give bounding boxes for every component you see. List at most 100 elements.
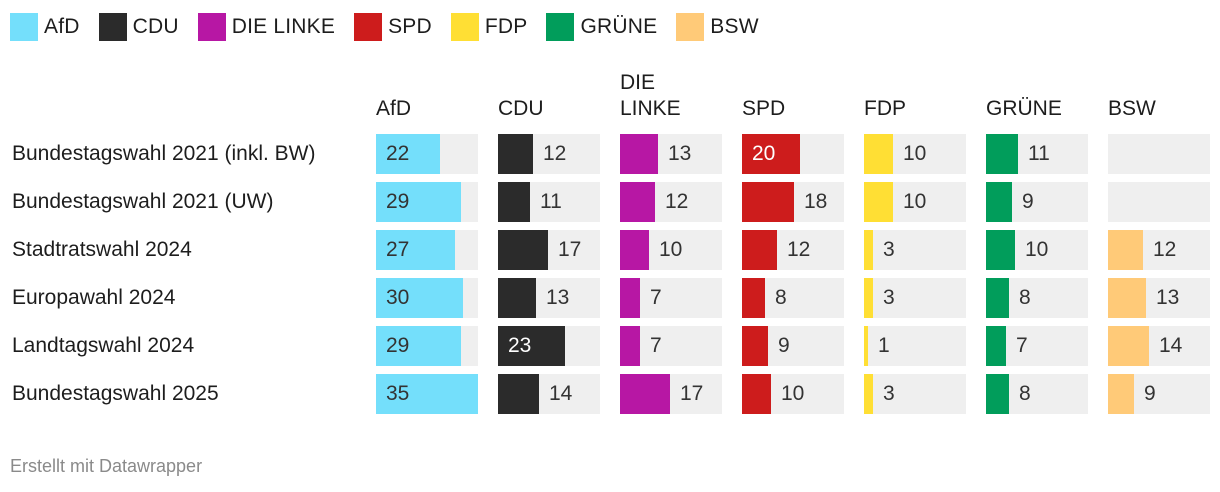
column-header-spd: SPD [742, 97, 786, 120]
value-label-afd: 30 [386, 286, 410, 309]
legend-swatch-cdu [98, 13, 127, 41]
cell-spd: 12 [742, 230, 844, 270]
bar-fdp [864, 326, 868, 366]
value-label-spd: 18 [804, 190, 828, 213]
column-header-fdp: FDP [864, 97, 906, 120]
bar-cdu [498, 134, 533, 174]
bar-linke [620, 134, 658, 174]
cell-cdu: 13 [498, 278, 600, 318]
cell-bsw [1108, 182, 1210, 222]
bar-cdu [498, 374, 539, 414]
legend-label-gruene: GRÜNE [580, 15, 658, 38]
value-label-linke: 7 [650, 286, 662, 309]
cell-bsw: 13 [1108, 278, 1210, 318]
cell-bsw [1108, 134, 1210, 174]
value-label-fdp: 3 [883, 382, 895, 405]
cell-cdu: 14 [498, 374, 600, 414]
legend-item-cdu: CDU [98, 13, 179, 41]
bar-bsw [1108, 230, 1143, 270]
value-label-cdu: 14 [549, 382, 573, 405]
bar-gruene [986, 134, 1018, 174]
legend-swatch-spd [354, 13, 383, 41]
cell-afd: 29 [376, 182, 478, 222]
value-label-linke: 17 [680, 382, 704, 405]
cell-linke: 12 [620, 182, 722, 222]
bar-spd [742, 374, 771, 414]
bar-spd [742, 134, 800, 174]
legend-item-fdp: FDP [450, 13, 528, 41]
bar-gruene [986, 374, 1009, 414]
bar-afd [376, 134, 440, 174]
value-label-gruene: 10 [1025, 238, 1049, 261]
value-label-gruene: 11 [1028, 142, 1050, 165]
column-header-afd: AfD [376, 97, 412, 120]
cell-fdp: 10 [864, 134, 966, 174]
bar-afd [376, 278, 463, 318]
row-label: Landtagswahl 2024 [12, 334, 195, 357]
row-label: Bundestagswahl 2021 (inkl. BW) [12, 142, 316, 165]
cell-bsw: 9 [1108, 374, 1210, 414]
cell-linke: 10 [620, 230, 722, 270]
legend-label-cdu: CDU [132, 15, 179, 38]
footer-credit: Erstellt mit Datawrapper [10, 456, 203, 476]
bar-bsw [1108, 326, 1149, 366]
legend-label-spd: SPD [388, 15, 432, 38]
bar-fdp [864, 134, 893, 174]
value-label-cdu: 23 [508, 334, 532, 357]
value-label-cdu: 13 [546, 286, 570, 309]
legend-item-afd: AfD [10, 13, 80, 41]
cell-fdp: 3 [864, 374, 966, 414]
legend-item-gruene: GRÜNE [546, 13, 657, 41]
cell-afd: 30 [376, 278, 478, 318]
legend-label-bsw: BSW [710, 15, 759, 38]
bar-bsw [1108, 278, 1146, 318]
value-label-cdu: 11 [540, 190, 562, 213]
value-label-gruene: 7 [1016, 334, 1028, 357]
cell-afd: 35 [376, 374, 478, 414]
bar-gruene [986, 230, 1015, 270]
value-label-linke: 7 [650, 334, 662, 357]
value-label-linke: 13 [668, 142, 692, 165]
legend-swatch-fdp [450, 13, 479, 41]
value-label-gruene: 8 [1019, 382, 1031, 405]
cell-spd: 20 [742, 134, 844, 174]
row-label: Europawahl 2024 [12, 286, 176, 309]
row-label: Bundestagswahl 2021 (UW) [12, 190, 274, 213]
bar-cdu [498, 230, 548, 270]
cell-gruene: 10 [986, 230, 1088, 270]
value-label-bsw: 13 [1156, 286, 1180, 309]
value-label-spd: 8 [775, 286, 787, 309]
column-header-bsw: BSW [1108, 97, 1156, 120]
cell-cdu: 17 [498, 230, 600, 270]
value-label-gruene: 8 [1019, 286, 1031, 309]
cell-linke: 17 [620, 374, 722, 414]
legend-label-afd: AfD [44, 15, 80, 38]
value-label-cdu: 17 [558, 238, 582, 261]
cell-fdp: 3 [864, 278, 966, 318]
cell-gruene: 8 [986, 374, 1088, 414]
value-label-linke: 12 [665, 190, 689, 213]
value-label-cdu: 12 [543, 142, 567, 165]
cell-afd: 29 [376, 326, 478, 366]
bar-linke [620, 182, 655, 222]
bar-spd [742, 230, 777, 270]
bar-gruene [986, 326, 1006, 366]
cell-gruene: 8 [986, 278, 1088, 318]
cell-bsw: 14 [1108, 326, 1210, 366]
cell-cdu: 11 [498, 182, 600, 222]
value-label-fdp: 10 [903, 142, 927, 165]
cell-gruene: 7 [986, 326, 1088, 366]
value-label-afd: 22 [386, 142, 410, 165]
row-label: Bundestagswahl 2025 [12, 382, 219, 405]
column-header-cdu: CDU [498, 97, 544, 120]
bar-cdu [498, 326, 565, 366]
cell-cdu: 23 [498, 326, 600, 366]
value-label-spd: 12 [787, 238, 811, 261]
bar-gruene [986, 182, 1012, 222]
legend-item-bsw: BSW [676, 13, 759, 41]
value-label-fdp: 3 [883, 286, 895, 309]
bar-afd [376, 326, 461, 366]
cell-gruene: 11 [986, 134, 1088, 174]
bar-fdp [864, 278, 873, 318]
cell-linke: 13 [620, 134, 722, 174]
